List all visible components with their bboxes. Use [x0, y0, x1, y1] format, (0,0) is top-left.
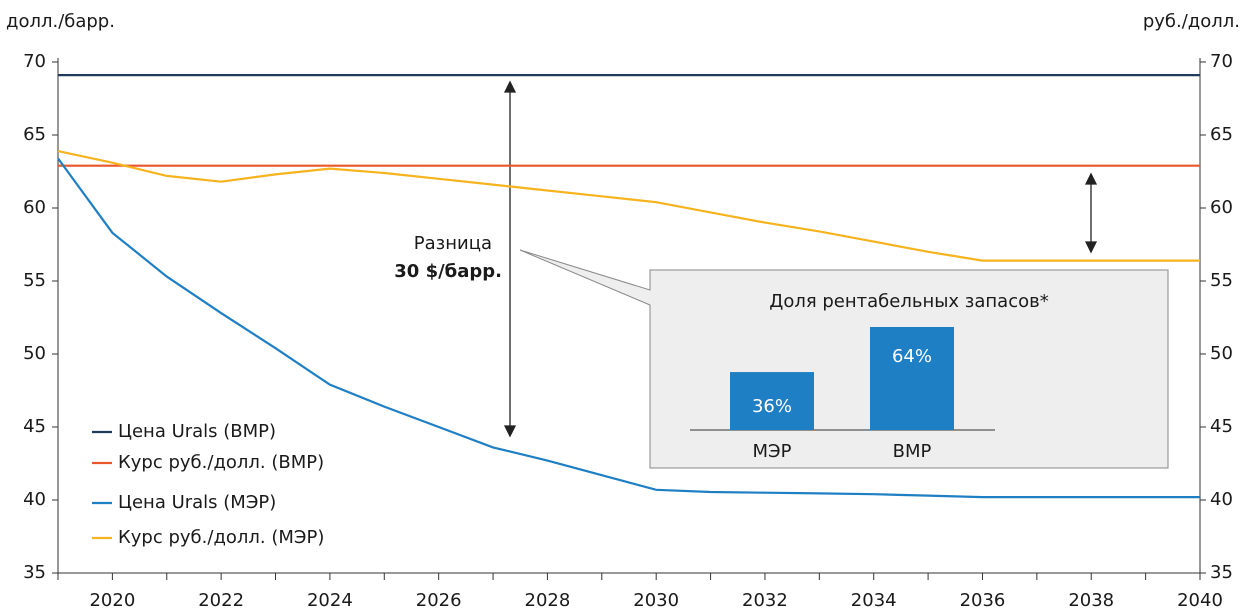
x-tick-label: 2032: [742, 590, 788, 611]
y-tick-label: 35: [23, 562, 46, 583]
bar: [730, 372, 814, 430]
y-tick-label: 70: [23, 51, 46, 72]
y2-tick-label: 65: [1210, 124, 1233, 145]
y2-tick-label: 50: [1210, 343, 1233, 364]
y-tick-label: 55: [23, 270, 46, 291]
y-tick-label: 45: [23, 416, 46, 437]
y-tick-label: 40: [23, 489, 46, 510]
annotation: 30 $/барр.: [394, 261, 502, 282]
y-tick-label: 60: [23, 197, 46, 218]
series-line: [57, 150, 1200, 262]
y2-axis-label: руб./долл.: [1143, 11, 1240, 32]
y2-tick-label: 40: [1210, 489, 1233, 510]
legend-label: Курс руб./долл. (ВМР): [118, 452, 324, 473]
inset-title: Доля рентабельных запасов*: [769, 291, 1048, 312]
x-tick-label: 2036: [960, 590, 1006, 611]
x-tick-label: 2034: [851, 590, 897, 611]
y2-tick-label: 60: [1210, 197, 1233, 218]
x-tick-label: 2028: [525, 590, 571, 611]
bar-value-label: 36%: [752, 396, 792, 417]
x-tick-label: 2024: [307, 590, 353, 611]
y2-tick-label: 35: [1210, 562, 1233, 583]
inset-category-label: ВМР: [893, 441, 932, 462]
y2-tick-label: 70: [1210, 51, 1233, 72]
legend-label: Цена Urals (МЭР): [118, 492, 276, 513]
legend-label: Цена Urals (ВМР): [118, 421, 276, 442]
x-tick-label: 2020: [89, 590, 135, 611]
y-tick-label: 50: [23, 343, 46, 364]
y-axis-label: долл./барр.: [6, 11, 115, 32]
y2-tick-label: 45: [1210, 416, 1233, 437]
legend-label: Курс руб./долл. (МЭР): [118, 527, 324, 548]
annotation: Разница: [414, 233, 492, 254]
x-tick-label: 2030: [633, 590, 679, 611]
difference-arrow: [503, 80, 1098, 438]
y-tick-label: 65: [23, 124, 46, 145]
x-tick-label: 2026: [416, 590, 462, 611]
inset-category-label: МЭР: [753, 441, 792, 462]
bar-value-label: 64%: [892, 346, 932, 367]
x-tick-label: 2022: [198, 590, 244, 611]
series-line: [57, 157, 1200, 499]
x-tick-label: 2040: [1177, 590, 1223, 611]
x-tick-label: 2038: [1068, 590, 1114, 611]
bar: [870, 327, 954, 430]
y2-tick-label: 55: [1210, 270, 1233, 291]
callout-box: [519, 249, 1169, 469]
